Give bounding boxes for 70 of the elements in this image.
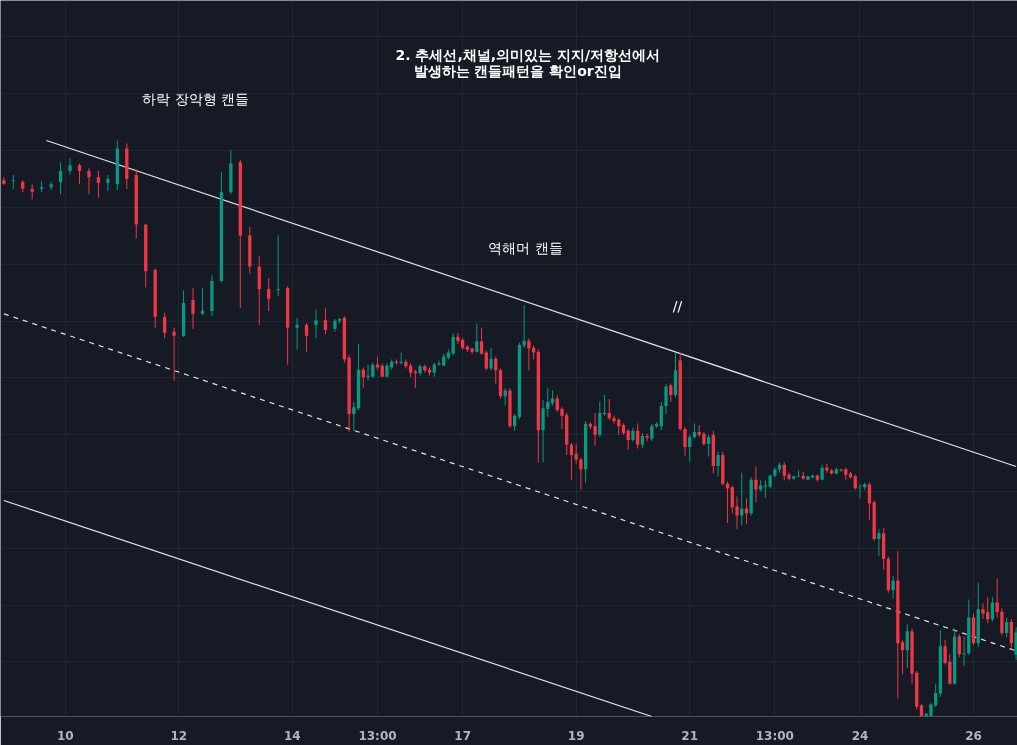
- x-tick-label: 13:00: [755, 728, 794, 743]
- candlestick: [200, 287, 205, 316]
- candlestick: [706, 434, 711, 458]
- candlestick: [659, 401, 663, 431]
- candlestick: [479, 327, 484, 356]
- candlestick: [484, 350, 488, 371]
- x-tick-label: 14: [284, 728, 301, 743]
- candlestick: [456, 332, 460, 345]
- candlestick: [366, 364, 370, 382]
- candlestick: [579, 457, 583, 491]
- x-tick-label: 17: [454, 728, 471, 743]
- candlestick: [645, 433, 649, 442]
- chart-title: 2. 추세선,채널,의미있는 지지/저항선에서 발생하는 캔들패턴을 확인or진입: [395, 46, 661, 79]
- candlestick: [905, 623, 909, 669]
- candlestick: [437, 360, 441, 367]
- candlestick: [541, 399, 545, 463]
- x-tick-label: 12: [170, 728, 188, 743]
- candlestick: [58, 161, 63, 195]
- candlestick: [323, 307, 328, 336]
- candlestick: [527, 338, 531, 371]
- candlestick: [96, 170, 101, 199]
- x-tick-label: 13:00: [358, 728, 397, 743]
- candlestick: [451, 332, 455, 356]
- candlestick: [413, 369, 417, 389]
- candlestick: [957, 633, 961, 658]
- x-tick-label: 10: [56, 728, 74, 743]
- candlestick: [1000, 607, 1004, 636]
- annotation: 역해머 캔들: [488, 239, 563, 256]
- candlestick: [77, 163, 82, 185]
- candlestick: [612, 415, 616, 425]
- candlestick: [664, 383, 668, 415]
- candlestick: [304, 322, 309, 353]
- candlestick: [1004, 616, 1009, 638]
- candlestick: [636, 422, 640, 450]
- candlestick: [162, 312, 167, 339]
- candlestick: [598, 400, 602, 438]
- candlestick: [1014, 626, 1017, 661]
- candlestick: [314, 309, 318, 339]
- candlestick: [489, 347, 493, 371]
- candlestick: [962, 635, 966, 667]
- candlestick: [574, 443, 578, 465]
- candlestick: [49, 181, 53, 191]
- text: 하락 장악형 캔들: [142, 90, 249, 107]
- candlestick: [825, 463, 829, 474]
- candlestick: [593, 412, 597, 447]
- candlestick: [867, 482, 872, 521]
- candlestick: [106, 174, 110, 192]
- candlestick: [877, 528, 881, 557]
- candlestick: [990, 596, 995, 622]
- candlestick: [295, 317, 299, 351]
- candlestick: [716, 451, 720, 477]
- candlestick: [404, 358, 408, 370]
- candlestick: [995, 578, 999, 618]
- candlestick: [669, 383, 673, 403]
- candlestick: [981, 603, 985, 620]
- candlestick: [87, 167, 91, 195]
- candlestick: [891, 575, 895, 599]
- candlestick: [754, 466, 758, 503]
- x-tick-label: 21: [681, 728, 699, 743]
- candlestick: [688, 434, 692, 463]
- candlestick: [683, 426, 687, 457]
- candlestick: [267, 277, 271, 312]
- x-tick-label: 26: [965, 728, 982, 743]
- candlestick: [191, 287, 195, 330]
- candlestick: [172, 327, 176, 382]
- x-tick-label: 24: [851, 728, 869, 743]
- candlestick: [68, 157, 72, 175]
- annotation: //: [672, 297, 683, 314]
- x-tick-label: 19: [567, 728, 585, 743]
- candlestick: [399, 351, 403, 366]
